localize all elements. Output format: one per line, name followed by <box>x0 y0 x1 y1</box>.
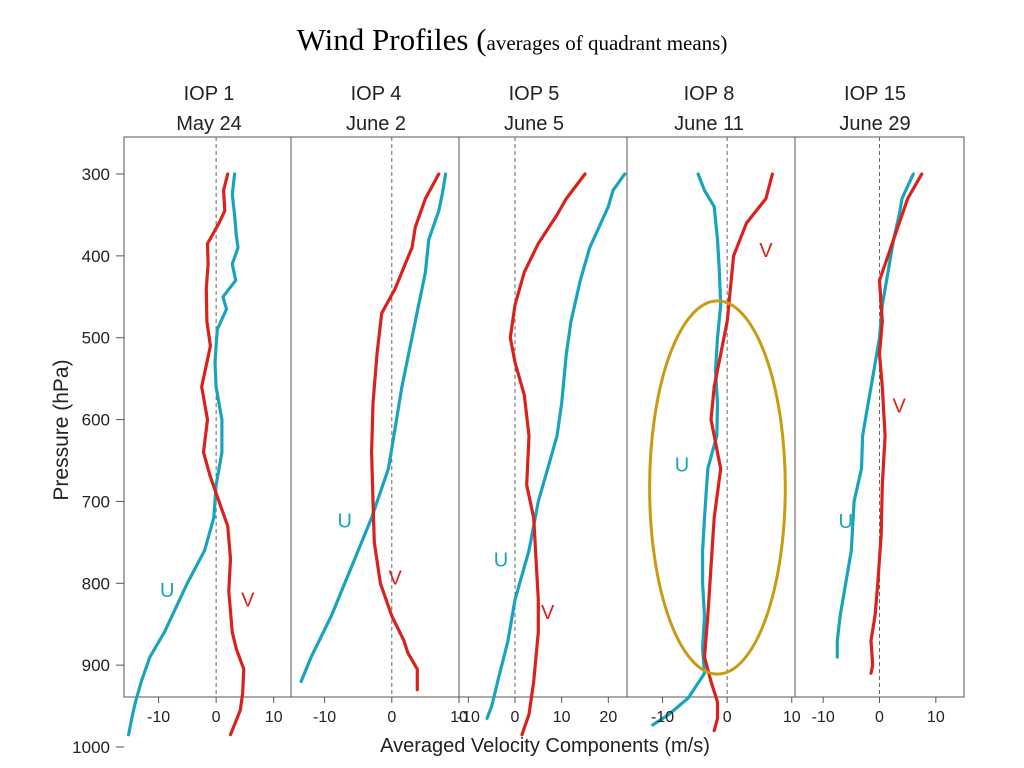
x-axis-label: Averaged Velocity Components (m/s) <box>380 735 710 757</box>
panel-title-iop: IOP 8 <box>684 83 735 105</box>
panel-title-iop: IOP 15 <box>844 83 906 105</box>
panel-title-date: May 24 <box>176 113 242 135</box>
x-tick-label: 10 <box>553 709 571 726</box>
panel-3 <box>458 136 628 737</box>
series-u-line <box>127 172 240 737</box>
y-tick-label: 1000 <box>72 738 110 757</box>
panel-2 <box>290 136 460 703</box>
series-u-label: U <box>675 455 689 477</box>
panel-5 <box>794 136 965 703</box>
chart-title: Wind Profiles (averages of quadrant mean… <box>0 22 1024 58</box>
y-tick-label: 800 <box>82 574 110 593</box>
series-u-label: U <box>160 580 174 602</box>
x-tick-label: 0 <box>875 709 884 726</box>
x-tick-label: 10 <box>927 709 945 726</box>
panel-1 <box>123 136 292 737</box>
x-tick-label: 10 <box>450 709 468 726</box>
series-v-label: V <box>388 568 402 590</box>
series-u-label: U <box>494 550 508 572</box>
x-tick-label: 0 <box>387 709 396 726</box>
panel-title-iop: IOP 4 <box>351 83 402 105</box>
y-tick-label: 900 <box>82 656 110 675</box>
panel-title-date: June 11 <box>674 113 744 135</box>
series-u-label: U <box>838 511 852 533</box>
chart-title-main: Wind Profiles ( <box>296 22 487 57</box>
series-v-label: V <box>541 602 555 624</box>
panel-title-iop: IOP 1 <box>184 83 235 105</box>
chart-title-sub: averages of quadrant means) <box>486 31 728 55</box>
y-tick-label: 300 <box>82 165 110 184</box>
series-v-line <box>200 172 246 737</box>
x-tick-label: 10 <box>265 709 283 726</box>
x-tick-label: -10 <box>147 709 170 726</box>
x-tick-label: 0 <box>511 709 520 726</box>
series-u-line <box>485 172 627 720</box>
highlight-ellipse <box>648 299 787 676</box>
x-tick-label: -10 <box>313 709 336 726</box>
series-u-line <box>299 172 448 684</box>
y-tick-label: 600 <box>82 411 110 430</box>
series-v-label: V <box>241 590 255 612</box>
panel-title-date: June 2 <box>346 113 406 135</box>
series-u-label: U <box>338 510 352 532</box>
series-v-line <box>702 172 774 733</box>
series-u-line <box>651 172 723 727</box>
panel-title-date: June 5 <box>504 113 564 135</box>
x-tick-label: 20 <box>599 709 617 726</box>
panel-title-iop: IOP 5 <box>509 83 560 105</box>
x-tick-label: -10 <box>651 709 674 726</box>
x-tick-label: 0 <box>212 709 221 726</box>
series-v-line <box>370 172 441 692</box>
x-tick-label: 10 <box>783 709 801 726</box>
y-axis-label: Pressure (hPa) <box>50 359 73 500</box>
x-tick-label: 0 <box>723 709 732 726</box>
series-v-line <box>869 172 924 675</box>
x-tick-label: -10 <box>457 709 480 726</box>
series-v-label: V <box>759 240 773 262</box>
x-tick-label: -10 <box>812 709 835 726</box>
series-v-line <box>508 172 587 737</box>
panel-4 <box>626 136 796 733</box>
y-tick-label: 400 <box>82 247 110 266</box>
panel-title-date: June 29 <box>839 113 910 135</box>
y-tick-label: 700 <box>82 492 110 511</box>
series-v-label: V <box>893 396 907 418</box>
y-tick-label: 500 <box>82 329 110 348</box>
